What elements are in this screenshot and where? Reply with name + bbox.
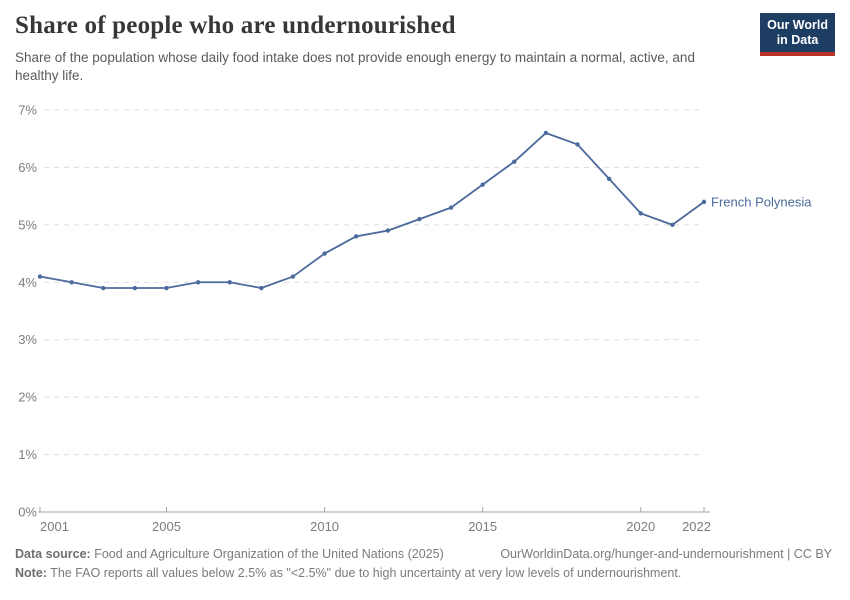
data-point[interactable]	[101, 285, 106, 291]
data-point[interactable]	[164, 285, 169, 291]
data-point[interactable]	[385, 228, 391, 233]
data-point[interactable]	[512, 159, 517, 164]
data-point[interactable]	[638, 211, 643, 216]
data-point[interactable]	[448, 205, 454, 210]
owid-logo-line1: Our World	[767, 18, 828, 32]
data-point[interactable]	[259, 285, 264, 291]
citation-divider: |	[787, 547, 791, 561]
data-source-label: Data source:	[15, 547, 91, 561]
chart-header: Share of people who are undernourished S…	[15, 12, 750, 85]
y-tick-label: 7%	[18, 103, 37, 118]
data-point[interactable]	[132, 285, 138, 291]
note-label: Note:	[15, 566, 47, 581]
data-point[interactable]	[575, 142, 580, 147]
y-tick-label: 1%	[18, 447, 37, 462]
x-tick-label: 2022	[682, 519, 711, 534]
data-point[interactable]	[701, 199, 707, 205]
license-link[interactable]: CC BY	[793, 547, 832, 561]
x-tick-label: 2001	[40, 519, 69, 534]
data-point[interactable]	[606, 176, 612, 182]
data-point[interactable]	[227, 280, 232, 285]
data-point[interactable]	[195, 280, 201, 285]
footer-source-row: Data source: Food and Agriculture Organi…	[15, 545, 832, 564]
data-point[interactable]	[37, 274, 43, 279]
chart-footer: Data source: Food and Agriculture Organi…	[15, 545, 832, 584]
y-tick-label: 0%	[18, 505, 37, 520]
data-source-text: Food and Agriculture Organization of the…	[94, 547, 444, 561]
series-line-french-polynesia[interactable]	[39, 132, 705, 289]
y-tick-label: 6%	[18, 160, 37, 175]
footer-note-row: Note: The FAO reports all values below 2…	[15, 564, 832, 583]
note-text: The FAO reports all values below 2.5% as…	[50, 566, 682, 581]
chart-title: Share of people who are undernourished	[15, 12, 456, 39]
x-tick-label: 2015	[468, 519, 497, 534]
y-tick-label: 3%	[18, 332, 37, 347]
chart-subtitle: Share of the population whose daily food…	[15, 50, 695, 83]
x-tick-label: 2010	[310, 519, 339, 534]
data-point[interactable]	[322, 251, 327, 256]
data-point[interactable]	[670, 222, 675, 228]
data-point[interactable]	[480, 182, 485, 187]
y-tick-label: 4%	[18, 275, 37, 290]
citation: OurWorldinData.org/hunger-and-undernouri…	[500, 545, 832, 564]
y-tick-label: 2%	[18, 390, 37, 405]
x-tick-label: 2020	[626, 519, 655, 534]
chart-canvas: 0% 1% 2% 3% 4% 5% 6% 7% 2001 2005 2010 2015 2020 2022…	[18, 103, 812, 535]
entity-label[interactable]: French Polynesia	[711, 194, 812, 209]
data-source: Data source: Food and Agriculture Organi…	[15, 545, 444, 564]
y-tick-label: 5%	[18, 217, 37, 232]
data-point[interactable]	[353, 234, 359, 239]
data-point[interactable]	[69, 280, 74, 285]
owid-logo[interactable]: Our World in Data	[760, 13, 835, 56]
data-point[interactable]	[417, 216, 422, 222]
data-point[interactable]	[543, 130, 549, 136]
owid-logo-line2: in Data	[776, 32, 819, 47]
x-tick-label: 2005	[152, 519, 181, 534]
citation-link[interactable]: OurWorldinData.org/hunger-and-undernouri…	[500, 547, 784, 561]
data-point[interactable]	[290, 274, 296, 279]
